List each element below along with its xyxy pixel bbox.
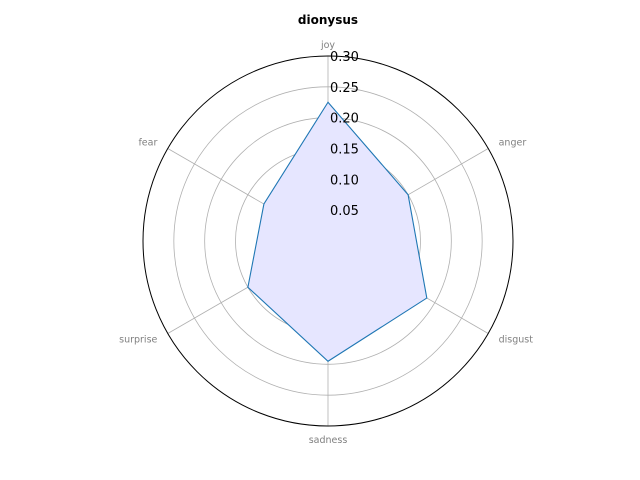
axis-label-sadness: sadness (309, 435, 348, 446)
axis-label-surprise: surprise (119, 335, 157, 346)
r-tick-label: 0.15 (330, 143, 359, 158)
axis-label-anger: anger (499, 138, 527, 149)
r-tick-label: 0.30 (330, 50, 359, 65)
axis-label-fear: fear (138, 138, 157, 149)
r-tick-label: 0.10 (330, 173, 359, 188)
chart-title: dionysus (298, 13, 358, 27)
r-tick-label: 0.20 (330, 112, 359, 127)
axis-label-disgust: disgust (499, 335, 534, 346)
r-tick-label: 0.25 (330, 81, 359, 96)
r-tick-label: 0.05 (330, 204, 359, 219)
axis-label-joy: joy (320, 40, 335, 51)
